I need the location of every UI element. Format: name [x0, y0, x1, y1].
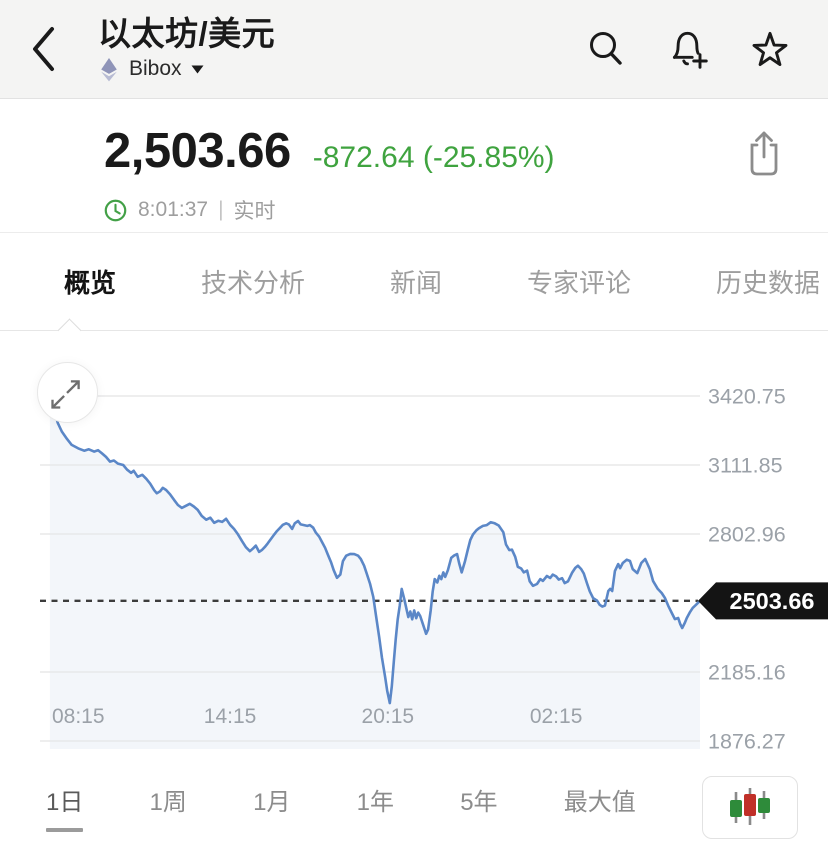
range-max[interactable]: 最大值	[563, 789, 636, 816]
page-title: 以太坊/美元	[98, 14, 276, 52]
dropdown-caret-icon	[191, 65, 204, 74]
price-section: 2,503.66 -872.64 (-25.85%) 8:01:37 | 实时	[0, 99, 828, 233]
tab-overview[interactable]: 概览	[64, 268, 117, 298]
svg-text:20:15: 20:15	[362, 705, 415, 728]
line-chart[interactable]: 3420.75 3111.85 2802.96 2185.16 1876.27 08:15…	[0, 331, 828, 766]
candlestick-view-button[interactable]	[701, 775, 798, 839]
quote-time: 8:01:37	[138, 198, 209, 221]
star-icon	[752, 31, 788, 67]
svg-text:3420.75: 3420.75	[708, 385, 786, 409]
svg-text:2503.66: 2503.66	[730, 588, 815, 614]
svg-text:1876.27: 1876.27	[708, 730, 786, 754]
back-button[interactable]	[26, 17, 70, 81]
active-range-underline	[46, 828, 84, 832]
bell-plus-icon	[672, 31, 708, 69]
create-alert-button[interactable]	[664, 25, 712, 73]
svg-text:3111.85: 3111.85	[708, 454, 783, 478]
svg-text:02:15: 02:15	[530, 705, 583, 728]
last-price: 2,503.66	[104, 124, 291, 178]
share-icon	[750, 131, 778, 176]
share-button[interactable]	[738, 125, 790, 183]
range-selector: 1日 1周 1月 1年 5年 最大值	[0, 766, 828, 856]
search-button[interactable]	[582, 25, 630, 73]
ethereum-icon	[101, 58, 117, 82]
search-icon	[590, 32, 622, 65]
separator: |	[218, 198, 224, 221]
candlestick-icon	[729, 788, 770, 825]
back-chevron-icon	[33, 27, 54, 71]
range-1y[interactable]: 1年	[356, 789, 394, 816]
tab-technical-analysis[interactable]: 技术分析	[200, 268, 305, 298]
price-chart[interactable]: 3420.75 3111.85 2802.96 2185.16 1876.27 08:15…	[0, 331, 828, 766]
range-1m[interactable]: 1月	[253, 789, 291, 816]
exchange-selector[interactable]: Bibox	[98, 55, 275, 83]
svg-text:2185.16: 2185.16	[708, 661, 786, 685]
top-bar: 以太坊/美元 Bibox	[0, 0, 828, 99]
range-5y[interactable]: 5年	[460, 789, 498, 816]
realtime-label: 实时	[233, 200, 276, 223]
tab-historical-data[interactable]: 历史数据	[715, 268, 820, 298]
instrument-header: 以太坊/美元 Bibox	[98, 15, 275, 84]
price-change: -872.64 (-25.85%)	[312, 141, 555, 174]
exchange-name: Bibox	[129, 57, 182, 81]
tab-bar: 概览 技术分析 新闻 专家评论 历史数据	[0, 233, 828, 343]
tab-expert-comments[interactable]: 专家评论	[526, 268, 631, 298]
clock-icon	[104, 199, 127, 221]
tab-news[interactable]: 新闻	[389, 268, 442, 298]
expand-chart-button[interactable]	[37, 362, 98, 423]
svg-text:08:15: 08:15	[52, 705, 105, 728]
range-1d[interactable]: 1日	[46, 782, 83, 832]
range-1w[interactable]: 1周	[149, 789, 187, 816]
svg-text:14:15: 14:15	[204, 705, 257, 728]
expand-icon	[51, 380, 80, 409]
favorite-button[interactable]	[746, 25, 794, 73]
svg-text:2802.96: 2802.96	[708, 522, 786, 546]
